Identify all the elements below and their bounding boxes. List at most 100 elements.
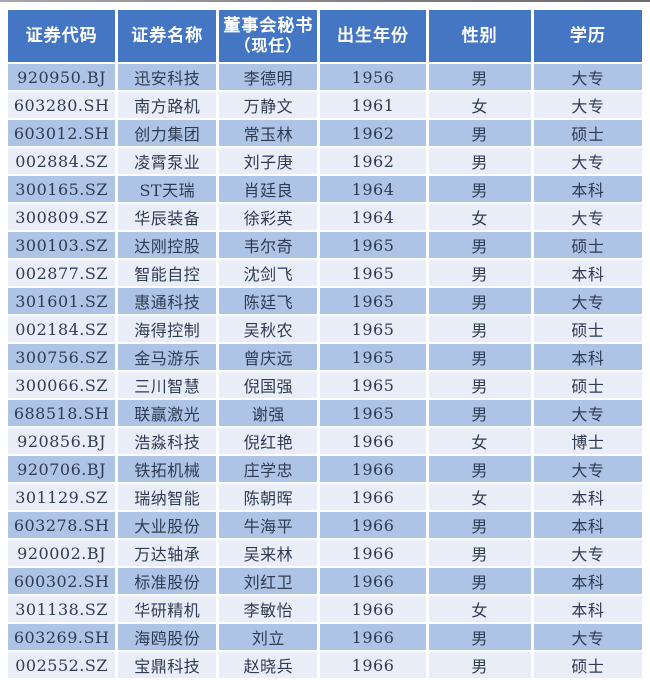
table-cell: 海得控制	[118, 316, 217, 342]
table-row: 300756.SZ 金马游乐 曾庆远 1965 男本科	[8, 344, 642, 370]
table-cell: 大专	[533, 400, 642, 426]
table-cell: 刘立	[219, 624, 318, 650]
table-row: 300066.SZ 三川智慧 倪国强 1965 男硕士	[8, 372, 642, 398]
table-cell: 标准股份	[118, 568, 217, 594]
table-cell: 瑞纳智能	[118, 484, 217, 510]
table-cell: 002184.SZ	[8, 316, 116, 342]
table-cell: 沈剑飞	[219, 260, 318, 286]
table-cell: 牛海平	[219, 512, 318, 538]
table-cell: 男	[428, 120, 531, 146]
table-cell: 大专	[533, 92, 642, 118]
table-cell: 男	[428, 232, 531, 258]
table-cell: 男	[428, 288, 531, 314]
table-cell: 301129.SZ	[8, 484, 116, 510]
table-cell: 万达轴承	[118, 540, 217, 566]
table-cell: 硕士	[533, 652, 642, 678]
table-cell: 陈朝晖	[219, 484, 318, 510]
table-cell: 肖廷良	[219, 176, 318, 202]
table-cell: 1964	[320, 204, 426, 230]
table-cell: 002884.SZ	[8, 148, 116, 174]
table-cell: 倪国强	[219, 372, 318, 398]
table-cell: 1965	[320, 316, 426, 342]
table-cell: 1956	[320, 64, 426, 90]
table-cell: 300066.SZ	[8, 372, 116, 398]
table-cell: 凌霄泵业	[118, 148, 217, 174]
table-cell: 本科	[533, 484, 642, 510]
table-cell: 男	[428, 260, 531, 286]
table-cell: 1964	[320, 176, 426, 202]
table-cell: 刘子庚	[219, 148, 318, 174]
table-cell: 1962	[320, 120, 426, 146]
table-cell: 1966	[320, 540, 426, 566]
table-cell: 男	[428, 148, 531, 174]
table-row: 301601.SZ 惠通科技 陈廷飞 1965 男大专	[8, 288, 642, 314]
table-cell: 徐彩英	[219, 204, 318, 230]
table-cell: 大专	[533, 624, 642, 650]
table-cell: 浩淼科技	[118, 428, 217, 454]
table-cell: 博士	[533, 428, 642, 454]
table-cell: 万静文	[219, 92, 318, 118]
table-cell: 600302.SH	[8, 568, 116, 594]
table-cell: 男	[428, 652, 531, 678]
table-cell: 本科	[533, 512, 642, 538]
table-cell: 达刚控股	[118, 232, 217, 258]
table-cell: 倪红艳	[219, 428, 318, 454]
table-cell: 603278.SH	[8, 512, 116, 538]
top-edge-divider	[0, 0, 650, 2]
table-cell: 1966	[320, 428, 426, 454]
column-header-secretary-line1: 董事会秘书	[223, 16, 314, 36]
table-row: 920002.BJ 万达轴承 吴来林 1966 男大专	[8, 540, 642, 566]
table-cell: 南方路机	[118, 92, 217, 118]
table-header: 证券代码 证券名称 董事会秘书 （现任） 出生年份 性别 学历	[8, 10, 642, 62]
table-cell: 大专	[533, 204, 642, 230]
table-cell: 创力集团	[118, 120, 217, 146]
table-cell: 谢强	[219, 400, 318, 426]
table-cell: 300756.SZ	[8, 344, 116, 370]
table-cell: 女	[428, 596, 531, 622]
table-cell: 300809.SZ	[8, 204, 116, 230]
header-row: 证券代码 证券名称 董事会秘书 （现任） 出生年份 性别 学历	[8, 10, 642, 62]
table-row: 002552.SZ 宝鼎科技 赵晓兵 1966 男硕士	[8, 652, 642, 678]
table-row: 603278.SH 大业股份 牛海平 1966 男本科	[8, 512, 642, 538]
table-cell: 920950.BJ	[8, 64, 116, 90]
table-cell: 男	[428, 64, 531, 90]
table-cell: 女	[428, 428, 531, 454]
column-header-gender: 性别	[428, 10, 531, 62]
column-header-code: 证券代码	[8, 10, 116, 62]
table-cell: 002877.SZ	[8, 260, 116, 286]
table-cell: 大业股份	[118, 512, 217, 538]
table-cell: 曾庆远	[219, 344, 318, 370]
table-cell: 智能自控	[118, 260, 217, 286]
table-cell: 男	[428, 400, 531, 426]
table-cell: 李德明	[219, 64, 318, 90]
table-cell: 1965	[320, 344, 426, 370]
table-cell: 大专	[533, 540, 642, 566]
table-cell: 603269.SH	[8, 624, 116, 650]
table-cell: 920002.BJ	[8, 540, 116, 566]
column-header-secretary-line2: （现任）	[234, 37, 303, 55]
table-cell: 1966	[320, 652, 426, 678]
table-cell: 华研精机	[118, 596, 217, 622]
table-cell: 庄学忠	[219, 456, 318, 482]
table-cell: 男	[428, 372, 531, 398]
table-cell: 301138.SZ	[8, 596, 116, 622]
table-cell: 1966	[320, 484, 426, 510]
table-cell: 李敏怡	[219, 596, 318, 622]
table-cell: 硕士	[533, 232, 642, 258]
table-body: 920950.BJ 迅安科技 李德明 1956 男大专 603280.SH 南方路机 万静文 1…	[8, 64, 642, 678]
table-cell: 1966	[320, 456, 426, 482]
table-cell: 本科	[533, 568, 642, 594]
table-cell: 金马游乐	[118, 344, 217, 370]
table-cell: 常玉林	[219, 120, 318, 146]
table-row: 301129.SZ 瑞纳智能 陈朝晖 1966 女本科	[8, 484, 642, 510]
table-row: 300809.SZ 华辰装备 徐彩英 1964 女大专	[8, 204, 642, 230]
table-cell: 1965	[320, 260, 426, 286]
table-cell: 男	[428, 176, 531, 202]
table-cell: 300103.SZ	[8, 232, 116, 258]
table-cell: 硕士	[533, 372, 642, 398]
table-row: 603012.SH 创力集团 常玉林 1962 男硕士	[8, 120, 642, 146]
table-row: 002884.SZ 凌霄泵业 刘子庚 1962 男大专	[8, 148, 642, 174]
table-cell: 本科	[533, 260, 642, 286]
table-cell: 1966	[320, 596, 426, 622]
table-cell: 三川智慧	[118, 372, 217, 398]
